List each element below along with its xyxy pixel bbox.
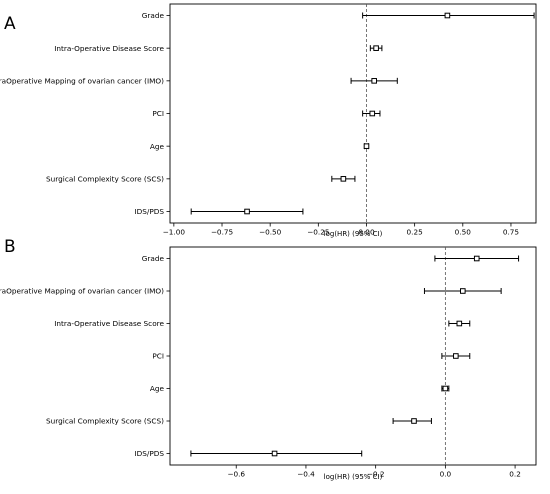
estimate-marker bbox=[340, 176, 347, 182]
estimate-marker bbox=[442, 385, 449, 392]
category-label: IntraOperative Mapping of ovarian cancer… bbox=[0, 76, 164, 85]
category-label: Age bbox=[150, 384, 165, 393]
category-label: Intra-Operative Disease Score bbox=[54, 44, 164, 53]
panel-a-letter: A bbox=[4, 14, 16, 34]
category-label: PCI bbox=[152, 109, 164, 118]
estimate-marker bbox=[244, 208, 250, 215]
x-tick-label: −0.6 bbox=[227, 470, 245, 479]
estimate-marker bbox=[453, 353, 459, 359]
estimate-marker bbox=[444, 12, 451, 19]
panel-b: B −0.6 −0.4 −0.2 0.0 0.2 log(HR) (95% CI) Grad… bbox=[0, 237, 537, 481]
estimate-marker bbox=[473, 255, 480, 262]
x-tick-label: 0.50 bbox=[455, 228, 472, 237]
x-tick-label: −0.2 bbox=[367, 470, 385, 479]
plot-frame bbox=[169, 246, 537, 466]
plot-frame bbox=[169, 3, 537, 224]
category-label: IntraOperative Mapping of ovarian cancer… bbox=[0, 287, 164, 296]
estimate-marker bbox=[456, 320, 463, 327]
category-label: IDS/PDS bbox=[134, 449, 164, 458]
x-tick-label: 0.2 bbox=[509, 470, 521, 479]
estimate-marker bbox=[369, 110, 376, 117]
category-label: Age bbox=[150, 142, 165, 151]
estimate-marker bbox=[411, 418, 417, 424]
estimate-marker bbox=[373, 45, 379, 51]
panel-a: A −1.00 −0.75 −0.50 −0.25 0.00 0.25 0.50 0.75 lo… bbox=[0, 3, 537, 238]
category-label: Surgical Complexity Score (SCS) bbox=[46, 417, 164, 426]
category-label: Grade bbox=[142, 11, 165, 20]
x-tick-label: 0.00 bbox=[358, 228, 375, 237]
x-axis-label: log(HR) (95% CI) bbox=[324, 473, 383, 481]
x-axis-label: log(HR) (95% CI) bbox=[324, 230, 383, 238]
estimate-marker bbox=[460, 288, 466, 294]
category-label: Grade bbox=[142, 254, 165, 263]
x-tick-label: 0.25 bbox=[407, 228, 423, 237]
category-label: Intra-Operative Disease Score bbox=[54, 319, 164, 328]
x-tick-label: 0.75 bbox=[503, 228, 519, 237]
estimate-marker bbox=[371, 78, 377, 84]
category-label: PCI bbox=[152, 352, 164, 361]
category-label: IDS/PDS bbox=[134, 207, 164, 216]
x-tick-label: 0.0 bbox=[440, 470, 452, 479]
x-tick-label: −0.4 bbox=[297, 470, 315, 479]
x-tick-label: −0.50 bbox=[259, 228, 282, 237]
category-label: Surgical Complexity Score (SCS) bbox=[46, 174, 164, 183]
x-tick-label: −0.75 bbox=[211, 228, 233, 237]
estimate-marker bbox=[271, 450, 278, 457]
panel-b-letter: B bbox=[4, 237, 16, 257]
x-tick-label: −1.00 bbox=[163, 228, 186, 237]
estimate-marker bbox=[363, 143, 370, 149]
x-tick-label: −0.25 bbox=[307, 228, 329, 237]
